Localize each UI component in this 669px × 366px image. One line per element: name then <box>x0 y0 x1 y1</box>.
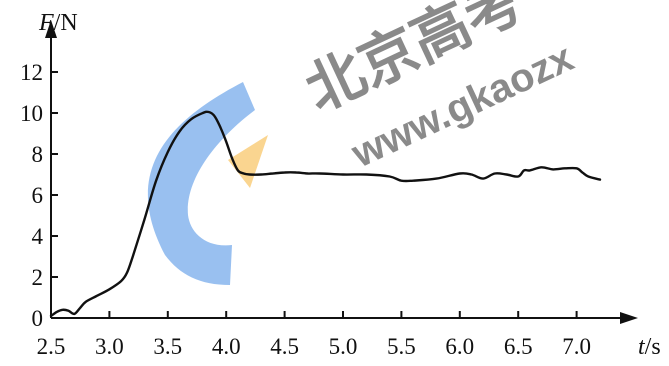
x-tick-label: 5.0 <box>329 334 358 359</box>
y-tick-label: 6 <box>32 183 44 208</box>
x-axis-title-unit: /s <box>645 334 661 360</box>
x-tick-label: 4.0 <box>212 334 241 359</box>
x-tick-label: 3.0 <box>95 334 124 359</box>
x-tick-label: 6.0 <box>445 334 474 359</box>
y-tick-label: 10 <box>20 101 43 126</box>
y-axis-arrow <box>45 20 57 38</box>
y-axis-title: F/N <box>38 10 78 36</box>
x-tick-label: 2.5 <box>37 334 66 359</box>
x-axis-title: t/s <box>638 334 661 360</box>
y-tick-label: 0 <box>32 306 44 331</box>
x-axis-arrow <box>620 312 638 324</box>
series-layer <box>49 110 602 318</box>
y-axis-title-symbol: F <box>38 10 54 36</box>
watermark: 北京高考 www.gkaozx <box>147 0 580 285</box>
watermark-logo-orange <box>228 135 268 188</box>
x-tick-label: 4.5 <box>270 334 299 359</box>
watermark-logo-blue <box>147 82 255 285</box>
y-axis-title-unit: /N <box>54 10 78 36</box>
x-tick-label: 7.0 <box>562 334 591 359</box>
x-tick-label: 6.5 <box>504 334 533 359</box>
y-tick-label: 4 <box>32 224 44 249</box>
y-tick-label: 12 <box>20 60 43 85</box>
x-tick-label: 5.5 <box>387 334 416 359</box>
y-ticks: 0 2 4 6 8 10 12 <box>20 60 58 331</box>
y-tick-label: 2 <box>32 265 44 290</box>
x-tick-label: 3.5 <box>153 334 182 359</box>
force-time-series-line <box>49 110 602 318</box>
y-tick-label: 8 <box>32 142 44 167</box>
x-ticks: 2.5 3.0 3.5 4.0 4.5 5.0 5.5 6.0 6.5 7.0 <box>37 311 591 359</box>
x-axis-title-symbol: t <box>638 334 646 360</box>
